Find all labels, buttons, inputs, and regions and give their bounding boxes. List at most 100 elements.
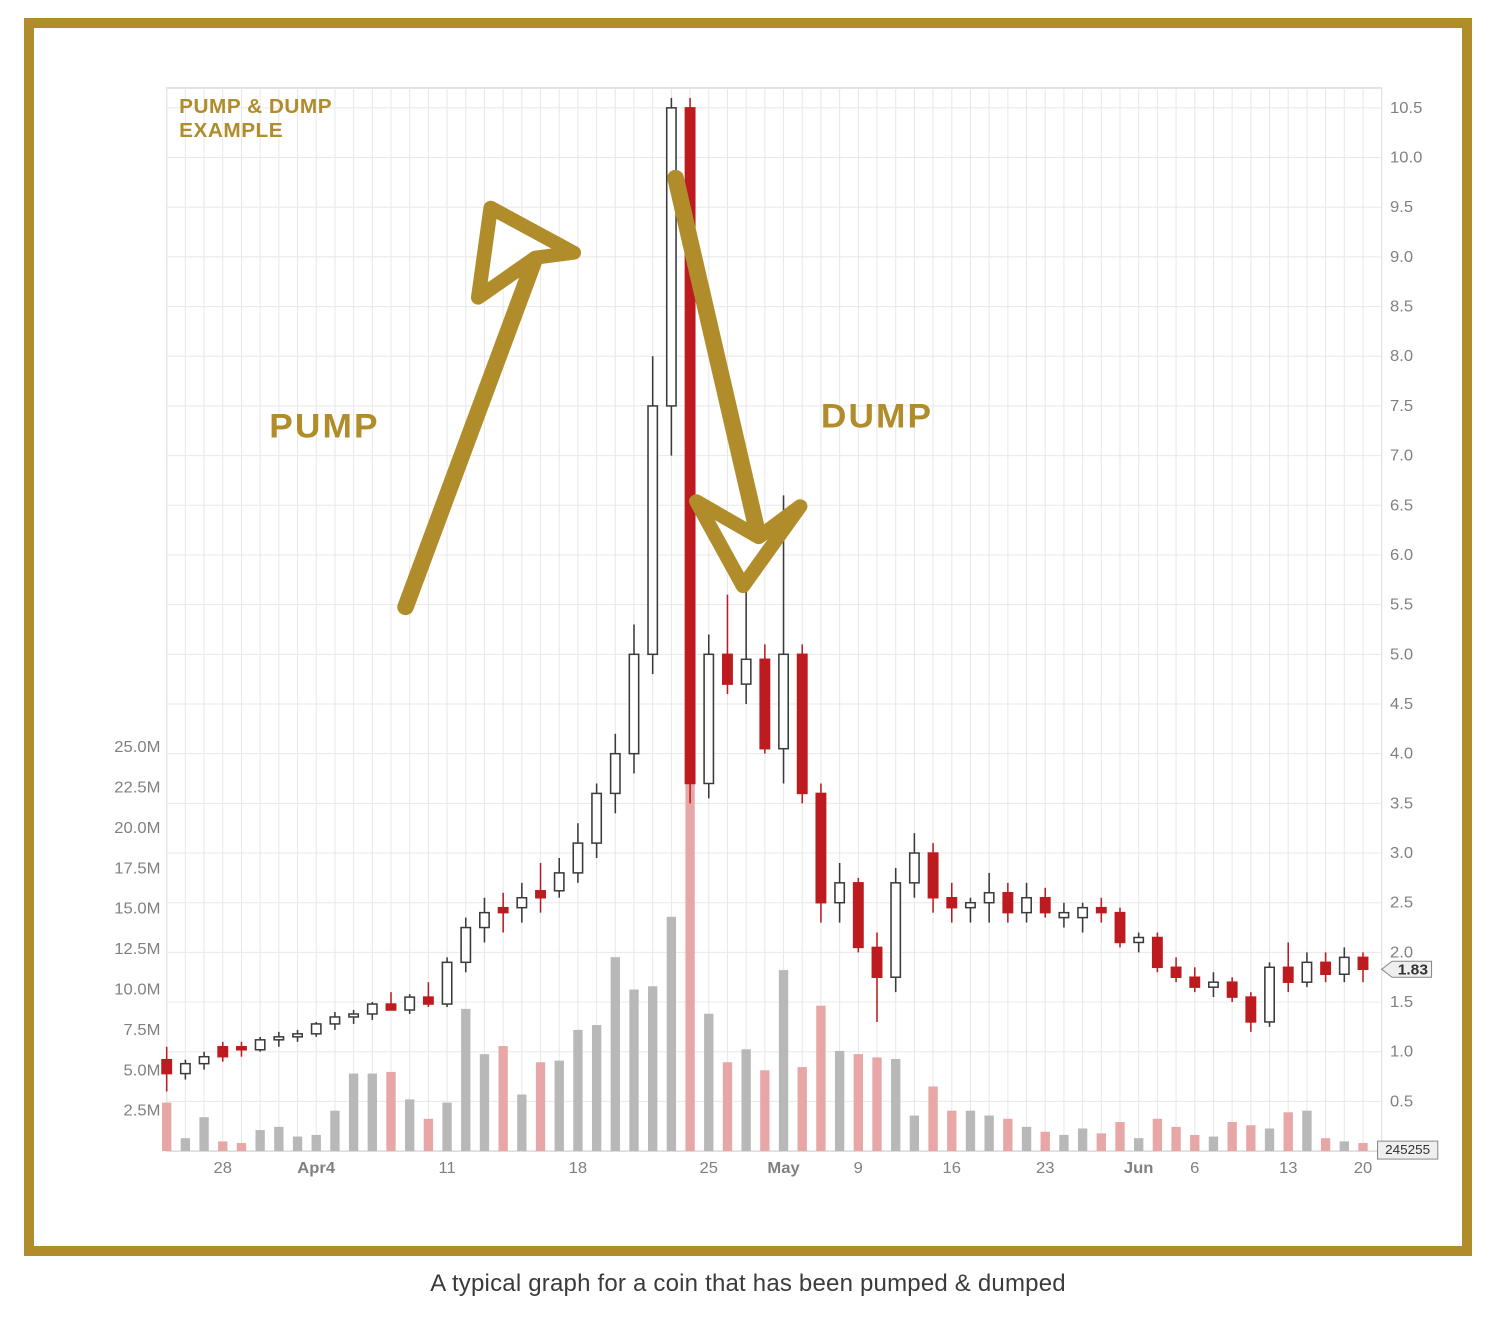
- candle-body: [312, 1024, 321, 1034]
- candle-body: [498, 908, 507, 913]
- svg-text:18: 18: [569, 1159, 587, 1177]
- svg-text:25: 25: [700, 1159, 718, 1177]
- volume-bar: [816, 1006, 825, 1151]
- svg-text:Apr4: Apr4: [297, 1159, 335, 1177]
- candle-body: [704, 654, 713, 783]
- volume-bar: [1246, 1125, 1255, 1151]
- candle-body: [910, 853, 919, 883]
- volume-bar: [648, 986, 657, 1151]
- candle-body: [405, 997, 414, 1010]
- candle-body: [1115, 913, 1124, 943]
- chart-title: EXAMPLE: [179, 120, 283, 142]
- volume-bar: [368, 1074, 377, 1152]
- svg-text:20.0M: 20.0M: [114, 819, 160, 837]
- dump-label: DUMP: [821, 398, 933, 435]
- svg-text:4.5: 4.5: [1390, 695, 1413, 713]
- last-price-label: 1.83: [1398, 962, 1428, 979]
- caption: A typical graph for a coin that has been…: [24, 1270, 1472, 1298]
- candle-body: [629, 654, 638, 753]
- candle-body: [1340, 957, 1349, 974]
- candle-body: [237, 1047, 246, 1050]
- svg-text:6: 6: [1190, 1159, 1199, 1177]
- volume-bar: [1209, 1137, 1218, 1152]
- svg-text:5.0M: 5.0M: [124, 1062, 161, 1080]
- svg-text:10.0M: 10.0M: [114, 981, 160, 999]
- candle-body: [218, 1047, 227, 1057]
- candle-body: [872, 947, 881, 977]
- svg-text:8.0: 8.0: [1390, 348, 1413, 366]
- volume-bar: [442, 1103, 451, 1151]
- svg-text:4.0: 4.0: [1390, 745, 1413, 763]
- svg-text:5.5: 5.5: [1390, 596, 1413, 614]
- candle-body: [854, 883, 863, 948]
- volume-bar: [1059, 1135, 1068, 1151]
- volume-bar: [1041, 1132, 1050, 1151]
- svg-text:5.0: 5.0: [1390, 646, 1413, 664]
- candle-body: [424, 997, 433, 1004]
- volume-bar: [798, 1067, 807, 1151]
- volume-bar: [928, 1086, 937, 1151]
- candle-body: [536, 891, 545, 898]
- svg-text:15.0M: 15.0M: [114, 900, 160, 918]
- volume-bar: [779, 970, 788, 1151]
- svg-text:13: 13: [1279, 1159, 1297, 1177]
- volume-bar: [1022, 1127, 1031, 1151]
- candle-body: [1321, 962, 1330, 974]
- svg-text:May: May: [767, 1159, 799, 1177]
- candlestick-chart: 0.51.01.52.02.53.03.54.04.55.05.56.06.57…: [94, 78, 1444, 1206]
- volume-bar: [1284, 1112, 1293, 1151]
- volume-bar: [629, 990, 638, 1152]
- candle-body: [648, 406, 657, 654]
- volume-bar: [1134, 1138, 1143, 1151]
- volume-bar: [872, 1057, 881, 1151]
- candle-body: [274, 1037, 283, 1040]
- svg-text:0.5: 0.5: [1390, 1093, 1413, 1111]
- volume-bar: [181, 1138, 190, 1151]
- svg-text:28: 28: [214, 1159, 232, 1177]
- candle-body: [255, 1040, 264, 1050]
- volume-bar: [1227, 1122, 1236, 1151]
- page: 0.51.01.52.02.53.03.54.04.55.05.56.06.57…: [0, 0, 1496, 1320]
- svg-text:3.5: 3.5: [1390, 795, 1413, 813]
- volume-bar: [293, 1137, 302, 1152]
- svg-text:2.0: 2.0: [1390, 944, 1413, 962]
- svg-text:6.0: 6.0: [1390, 546, 1413, 564]
- candle-body: [816, 793, 825, 902]
- svg-text:9.0: 9.0: [1390, 248, 1413, 266]
- volume-bar: [910, 1116, 919, 1152]
- volume-bar: [498, 1046, 507, 1151]
- candle-body: [330, 1017, 339, 1024]
- svg-text:7.5: 7.5: [1390, 397, 1413, 415]
- svg-text:2.5: 2.5: [1390, 894, 1413, 912]
- candle-body: [1059, 913, 1068, 918]
- candle-body: [1022, 898, 1031, 913]
- volume-bar: [162, 1103, 171, 1151]
- candle-body: [573, 843, 582, 873]
- candle-body: [1171, 967, 1180, 977]
- volume-bar: [1115, 1122, 1124, 1151]
- volume-bar: [237, 1143, 246, 1151]
- svg-text:11: 11: [438, 1159, 455, 1177]
- volume-bar: [1340, 1141, 1349, 1151]
- volume-bar: [480, 1054, 489, 1151]
- volume-bar: [386, 1072, 395, 1151]
- volume-bar: [349, 1074, 358, 1152]
- volume-bar: [1171, 1127, 1180, 1151]
- svg-text:8.5: 8.5: [1390, 298, 1413, 316]
- volume-bar: [723, 1062, 732, 1151]
- volume-marker-label: 245255: [1385, 1142, 1430, 1157]
- volume-bar: [1190, 1135, 1199, 1151]
- svg-text:10.0: 10.0: [1390, 149, 1422, 167]
- volume-bar: [947, 1111, 956, 1151]
- candle-body: [798, 654, 807, 793]
- svg-text:1.0: 1.0: [1390, 1043, 1413, 1061]
- svg-text:6.5: 6.5: [1390, 497, 1413, 515]
- pump-label: PUMP: [269, 408, 379, 445]
- volume-bar: [1265, 1128, 1274, 1151]
- volume-bar: [1078, 1128, 1087, 1151]
- svg-text:20: 20: [1354, 1159, 1372, 1177]
- candle-body: [1078, 908, 1087, 918]
- candle-body: [1358, 957, 1367, 969]
- candle-body: [928, 853, 937, 898]
- volume-bar: [1003, 1119, 1012, 1151]
